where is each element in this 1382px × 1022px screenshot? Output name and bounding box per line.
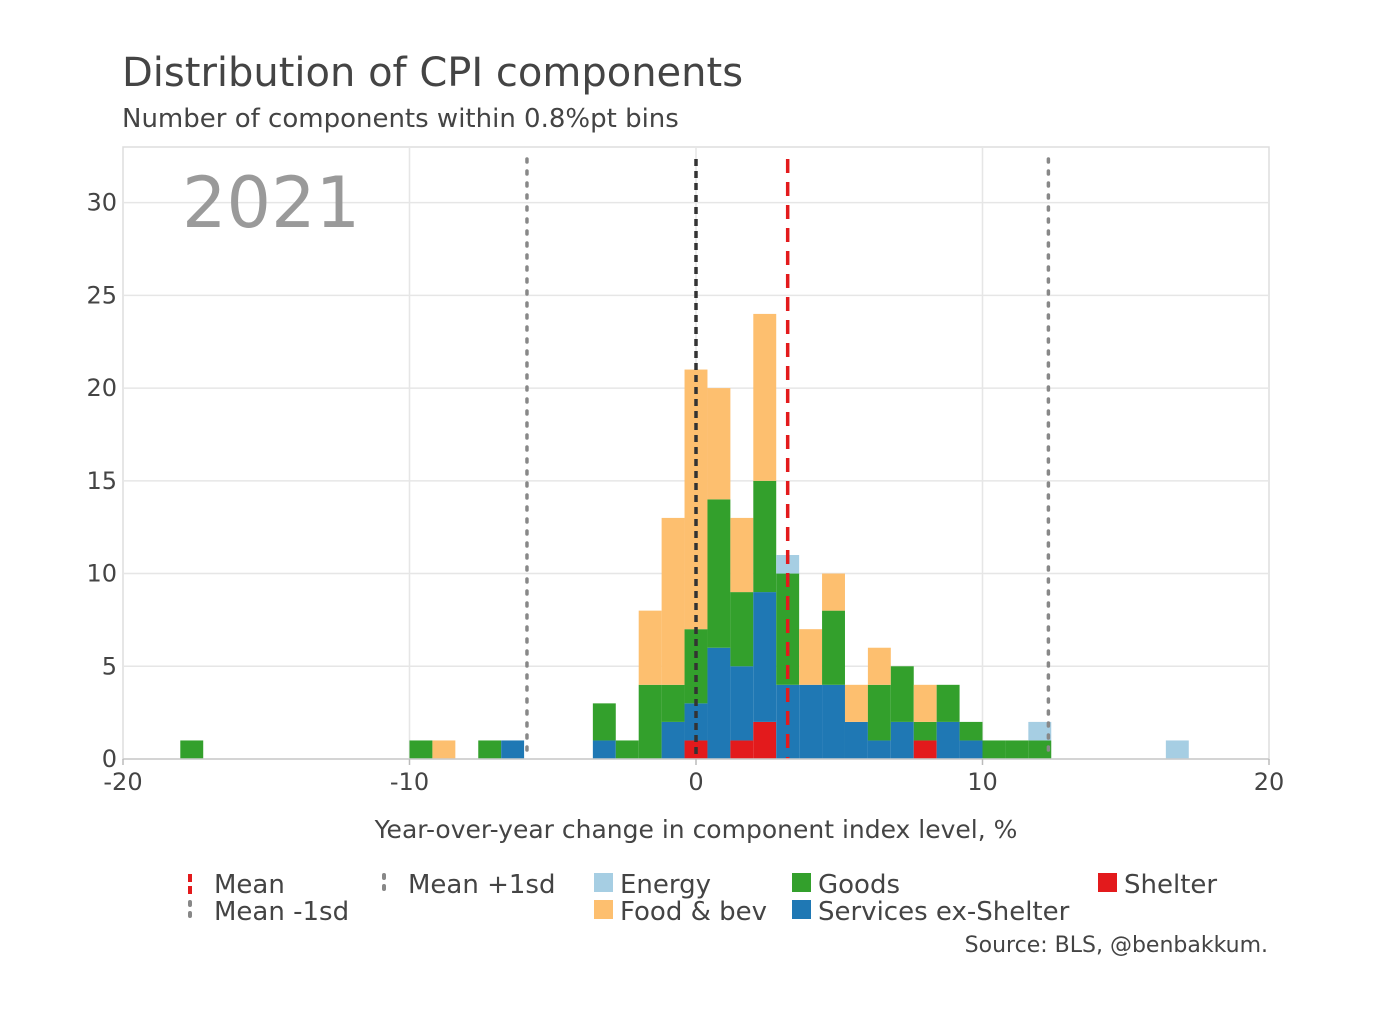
x-axis-title: Year-over-year change in component index… [374, 815, 1018, 844]
bar-goods [638, 684, 662, 759]
y-tick-label: 25 [86, 281, 117, 309]
year-annotation: 2021 [182, 162, 360, 244]
bar-goods [1028, 740, 1052, 759]
bar-goods [478, 740, 502, 759]
legend-item-mean-minus1sd: Mean -1sd [188, 897, 349, 927]
source-note: Source: BLS, @benbakkum. [965, 933, 1268, 958]
legend-label: Energy [620, 870, 711, 900]
bar-food-bev [707, 388, 731, 500]
legend-label: Mean [214, 870, 285, 900]
bar-food-bev [661, 517, 685, 685]
legend-label: Goods [818, 870, 900, 900]
bar-services-ex-shelter [936, 721, 960, 759]
legend-item-energy: Energy [594, 870, 711, 900]
bar-services-ex-shelter [661, 721, 685, 759]
legend: Mean Mean +1sd Energy Goods Shelter Mean -1sd… [188, 870, 1217, 927]
bar-goods [822, 610, 845, 685]
y-tick-label: 5 [102, 652, 117, 680]
legend-item-mean-plus1sd: Mean +1sd [382, 870, 555, 900]
bar-services-ex-shelter [799, 684, 823, 759]
chart-subtitle: Number of components within 0.8%pt bins [122, 104, 679, 134]
bar-services-ex-shelter [959, 740, 983, 759]
bar-energy [776, 555, 800, 574]
bar-shelter [753, 721, 777, 759]
bar-food-bev [799, 629, 823, 685]
chart-title: Distribution of CPI components [122, 50, 743, 96]
y-tick-label: 30 [86, 189, 117, 217]
legend-swatch [792, 900, 811, 919]
y-tick-label: 0 [102, 745, 117, 773]
bar-goods [592, 703, 616, 741]
bar-energy [1028, 721, 1052, 741]
bar-food-bev [844, 684, 868, 722]
x-tick-label: -20 [103, 768, 142, 796]
bar-services-ex-shelter [684, 703, 708, 741]
bar-goods [615, 740, 639, 759]
bar-goods [959, 721, 983, 741]
legend-item-goods: Goods [792, 870, 900, 900]
bar-goods [913, 721, 937, 741]
bar-energy [1165, 740, 1189, 759]
legend-label: Services ex-Shelter [818, 897, 1070, 927]
legend-swatch [792, 873, 811, 892]
bar-goods [936, 684, 960, 722]
legend-swatch [594, 873, 613, 892]
y-axis-ticks: 0 5 10 15 20 25 30 [86, 189, 117, 773]
y-tick-label: 15 [86, 467, 117, 495]
bar-services-ex-shelter [867, 740, 891, 759]
bar-services-ex-shelter [592, 740, 616, 759]
legend-label: Food & bev [620, 897, 767, 927]
bar-services-ex-shelter [822, 684, 845, 759]
bar-goods [890, 666, 914, 722]
bar-goods [753, 480, 777, 593]
bar-services-ex-shelter [890, 721, 914, 759]
bar-goods [1005, 740, 1029, 759]
bar-food-bev [753, 313, 777, 481]
bar-food-bev [638, 610, 662, 685]
bar-goods [409, 740, 433, 759]
bar-shelter [913, 740, 937, 759]
legend-item-mean: Mean [188, 870, 285, 900]
bar-goods [180, 740, 204, 759]
bar-services-ex-shelter [844, 721, 868, 759]
legend-label: Mean +1sd [408, 870, 555, 900]
x-tick-label: 10 [967, 768, 998, 796]
legend-item-shelter: Shelter [1098, 870, 1217, 900]
legend-label: Mean -1sd [214, 897, 349, 927]
plot-area: -20 -10 0 10 20 0 5 10 15 20 25 30 2021 [86, 146, 1284, 796]
bar-goods [730, 592, 754, 667]
bar-services-ex-shelter [753, 592, 777, 722]
x-tick-label: 20 [1254, 768, 1285, 796]
bar-goods [867, 684, 891, 741]
legend-item-food-bev: Food & bev [594, 897, 767, 927]
bar-goods [982, 740, 1006, 759]
y-tick-label: 20 [86, 374, 117, 402]
bar-services-ex-shelter [730, 666, 754, 741]
legend-item-services-exminusshelter: Services ex-Shelter [792, 897, 1070, 927]
bar-food-bev [822, 573, 845, 611]
bar-food-bev [913, 684, 937, 722]
y-tick-label: 10 [86, 560, 117, 588]
x-tick-label: 0 [688, 768, 703, 796]
bar-goods [661, 684, 685, 722]
bar-services-ex-shelter [707, 647, 731, 759]
bar-food-bev [432, 740, 456, 759]
bar-food-bev [867, 647, 891, 685]
bar-shelter [730, 740, 754, 759]
legend-swatch [594, 900, 613, 919]
legend-label: Shelter [1124, 870, 1217, 900]
bar-food-bev [730, 517, 754, 593]
legend-swatch [1098, 873, 1117, 892]
x-tick-label: -10 [390, 768, 429, 796]
bar-goods [707, 499, 731, 648]
x-axis-ticks: -20 -10 0 10 20 [103, 759, 1284, 796]
bar-services-ex-shelter [501, 740, 525, 759]
